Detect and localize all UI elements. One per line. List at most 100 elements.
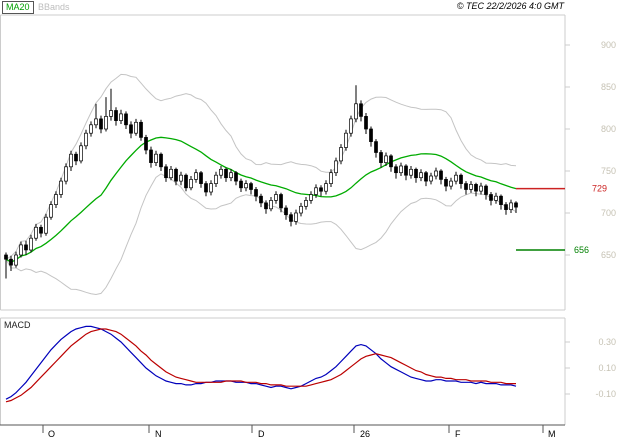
candle-body: [444, 179, 448, 187]
candle-body: [259, 195, 263, 204]
candle-body: [309, 194, 313, 201]
candle-body: [344, 132, 348, 148]
candle-body: [249, 183, 253, 190]
candle-body: [194, 172, 198, 180]
price-tick-label: 800: [601, 124, 616, 134]
candle-body: [419, 172, 423, 179]
macd-line: [5, 325, 517, 400]
candle-body: [89, 124, 93, 134]
candle-body: [19, 244, 23, 256]
ma20-line: [5, 136, 517, 263]
price-tick-label: 750: [601, 166, 616, 176]
resistance-level-label: 729: [592, 184, 607, 194]
candle-body: [509, 202, 513, 210]
candle-body: [304, 200, 308, 207]
candle-body: [189, 179, 193, 189]
candle-body: [134, 121, 138, 134]
candle-body: [74, 153, 78, 162]
bbands-legend: BBands: [38, 2, 70, 12]
candle-body: [469, 184, 473, 190]
candle-body: [484, 185, 488, 195]
candle-body: [209, 183, 213, 193]
bollinger-lower-band: [5, 173, 517, 296]
candle-body: [4, 254, 8, 260]
price-tick-label: 850: [601, 82, 616, 92]
macd-tick-label: 0.30: [598, 337, 616, 347]
candle-body: [364, 116, 368, 130]
candle-body: [219, 168, 223, 176]
candle-body: [449, 180, 453, 187]
candle-body: [314, 187, 318, 195]
month-label: O: [48, 429, 55, 439]
candle-body: [359, 103, 363, 117]
candle-body: [404, 165, 408, 176]
macd-signal-line: [5, 328, 516, 403]
candle-body: [399, 165, 403, 174]
candle-body: [184, 174, 188, 189]
candle-body: [279, 194, 283, 209]
candle-body: [204, 183, 208, 193]
candle-body: [9, 258, 13, 266]
candle-body: [144, 137, 148, 151]
candle-body: [479, 185, 483, 192]
candle-body: [84, 132, 88, 147]
candle-body: [44, 216, 48, 234]
candle-body: [429, 175, 433, 182]
month-label: D: [258, 429, 265, 439]
candle-body: [14, 254, 18, 266]
candle-body: [329, 172, 333, 184]
copyright-text: © TEC 22/2/2026 4:0 GMT: [456, 1, 564, 11]
candle-body: [454, 174, 458, 182]
price-tick-label: 900: [601, 40, 616, 50]
candle-body: [319, 187, 323, 192]
candle-body: [109, 110, 113, 117]
month-label: N: [155, 429, 162, 439]
macd-tick-label: 0.10: [598, 363, 616, 373]
candle-body: [354, 103, 358, 120]
candle-body: [214, 174, 218, 184]
candle-body: [169, 168, 173, 179]
candle-body: [114, 110, 118, 121]
price-tick-label: 700: [601, 208, 616, 218]
candle-body: [349, 118, 353, 134]
month-label: F: [455, 429, 461, 439]
candle-body: [369, 128, 373, 142]
candle-body: [34, 226, 38, 239]
candle-body: [379, 152, 383, 163]
candle-body: [499, 195, 503, 205]
candle-body: [79, 145, 83, 162]
candle-body: [54, 194, 58, 205]
candle-body: [284, 207, 288, 216]
candle-body: [459, 174, 463, 184]
candle-body: [174, 168, 178, 182]
candle-body: [64, 166, 68, 182]
candle-body: [229, 172, 233, 179]
candle-body: [129, 124, 133, 134]
candle-body: [494, 195, 498, 201]
candle-body: [394, 166, 398, 174]
candle-body: [274, 194, 278, 201]
candle-body: [334, 160, 338, 174]
ma20-legend: MA20: [2, 1, 34, 14]
candle-body: [464, 183, 468, 190]
candle-body: [424, 172, 428, 182]
candle-body: [59, 180, 63, 195]
candle-body: [99, 118, 103, 130]
macd-tick-label: -0.10: [595, 389, 616, 399]
candle-body: [384, 155, 388, 163]
support-level-label: 656: [574, 245, 589, 255]
month-label: M: [548, 429, 556, 439]
candle-body: [374, 141, 378, 153]
candle-body: [264, 202, 268, 210]
price-tick-label: 650: [601, 250, 616, 260]
candle-body: [199, 172, 203, 184]
candle-body: [139, 121, 143, 138]
candle-body: [154, 153, 158, 163]
candle-body: [474, 184, 478, 192]
candle-body: [39, 226, 43, 234]
candle-body: [324, 183, 328, 192]
candle-body: [269, 200, 273, 210]
candle-body: [104, 116, 108, 130]
candle-body: [254, 189, 258, 197]
